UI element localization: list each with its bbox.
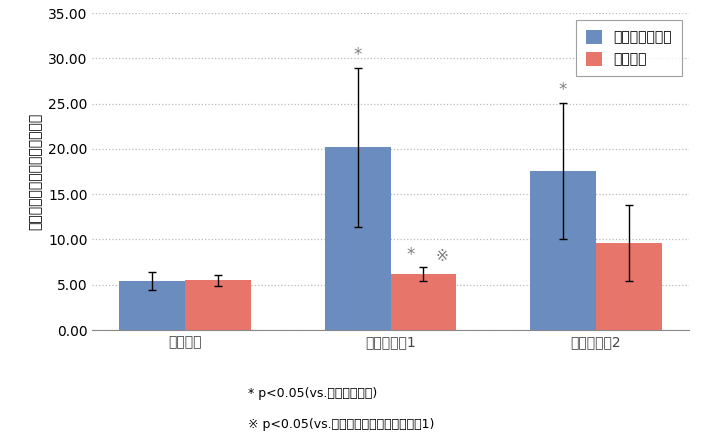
Text: *: * [559,81,567,99]
Text: ※ p<0.05(vs.コントロール群テスト試行1): ※ p<0.05(vs.コントロール群テスト試行1) [248,418,435,431]
Bar [391,274,457,330]
Bar [324,147,391,330]
Text: *: * [407,246,415,264]
Text: *: * [354,46,362,64]
Text: * p<0.05(vs.同群獲得試行): * p<0.05(vs.同群獲得試行) [248,387,378,400]
Bar [596,243,662,330]
Bar [119,281,185,330]
Y-axis label: プラットホーム到達時間（秒）: プラットホーム到達時間（秒） [28,113,43,230]
Text: ※: ※ [435,249,448,264]
Bar [530,171,596,330]
Legend: コントロール群, 発酵粕群: コントロール群, 発酵粕群 [576,20,682,76]
Bar [185,280,251,330]
